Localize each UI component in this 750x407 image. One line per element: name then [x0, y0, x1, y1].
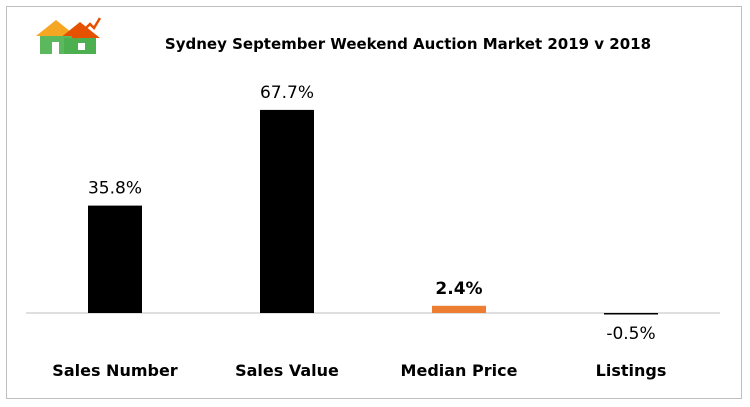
data-label-listings: -0.5% — [606, 324, 655, 344]
category-label-listings: Listings — [596, 361, 667, 380]
category-label-sales-number: Sales Number — [52, 361, 178, 380]
category-label-median-price: Median Price — [401, 361, 518, 380]
bar-median-price — [432, 305, 486, 313]
bar-sales-value — [260, 109, 314, 314]
house-logo-icon — [36, 17, 102, 54]
chart-frame — [6, 6, 742, 399]
data-label-sales-value: 67.7% — [260, 83, 314, 103]
category-label-sales-value: Sales Value — [235, 361, 339, 380]
bar-listings — [604, 313, 658, 315]
data-label-sales-number: 35.8% — [88, 179, 142, 199]
bars-group — [88, 109, 658, 315]
category-labels-group: Sales Number Sales Value Median Price Listi… — [52, 361, 666, 380]
bar-sales-number — [88, 205, 142, 313]
data-labels-group: 35.8% 67.7% 2.4% -0.5% — [88, 83, 656, 344]
chart-title: Sydney September Weekend Auction Market … — [165, 35, 651, 53]
data-label-median-price: 2.4% — [435, 279, 482, 299]
